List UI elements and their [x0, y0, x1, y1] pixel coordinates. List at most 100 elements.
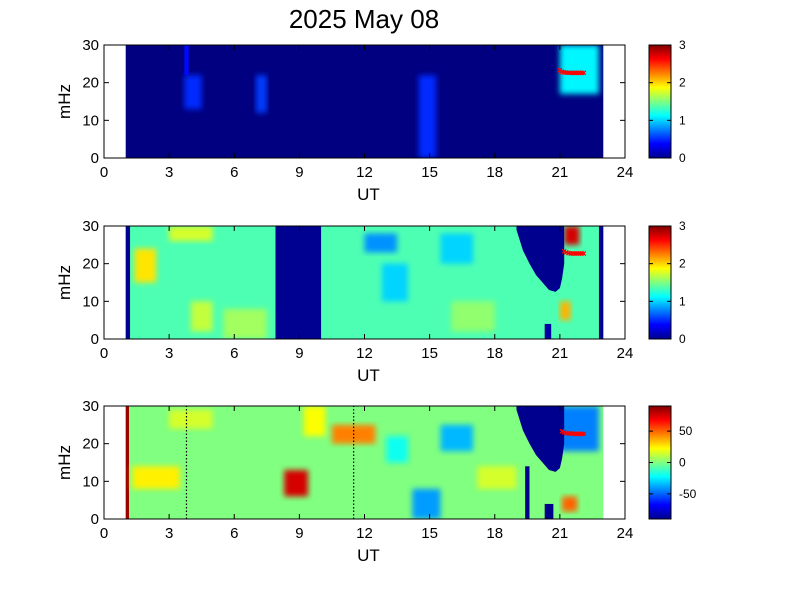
- colorbar-tick-label: 3: [679, 38, 686, 52]
- x-tick-label: 12: [356, 345, 373, 362]
- x-axis-label: UT: [357, 185, 380, 204]
- heatmap-background: [125, 45, 604, 158]
- heatmap-area: [125, 406, 604, 519]
- heatmap-patch-13: [598, 226, 604, 339]
- y-tick-label: 20: [82, 75, 99, 92]
- marker-point-11: [581, 70, 587, 76]
- heatmap-patch-3: [418, 75, 437, 158]
- heatmap-patch-4: [223, 308, 267, 339]
- heatmap-patch-6: [364, 233, 398, 253]
- heatmap-patch-0: [184, 75, 202, 110]
- x-tick-label: 3: [165, 345, 173, 362]
- y-tick-label: 30: [82, 398, 99, 415]
- heatmap-patch-11: [559, 301, 571, 321]
- heatmap-patch-13: [559, 406, 599, 452]
- heatmap-patch-0: [125, 226, 131, 339]
- colorbar-tick-label: 2: [679, 76, 686, 90]
- x-tick-label: 9: [295, 525, 303, 542]
- x-tick-label: 0: [100, 525, 108, 542]
- x-tick-label: 3: [165, 164, 173, 181]
- colorbar-tick-label: 1: [679, 294, 686, 308]
- heatmap-patch-1: [134, 248, 157, 283]
- heatmap-patch-7: [412, 488, 441, 519]
- heatmap-patch-0: [125, 406, 129, 519]
- x-tick-label: 15: [421, 164, 438, 181]
- colorbar-tick-label: 0: [679, 456, 686, 470]
- panel-bottom: 0 3 6 9 12 15 18 21 24 0 10 20 30 UT mHz 50 0 -50: [55, 398, 697, 565]
- x-tick-label: 3: [165, 525, 173, 542]
- x-tick-label: 21: [552, 525, 569, 542]
- heatmap-patch-1: [132, 466, 180, 489]
- heatmap-patch-4: [303, 406, 326, 437]
- x-tick-label: 12: [356, 525, 373, 542]
- marker-point-9: [581, 251, 587, 256]
- x-tick-label: 6: [230, 164, 238, 181]
- colorbar-tick-label: 50: [679, 424, 693, 438]
- y-axis-label: mHz: [55, 84, 74, 119]
- x-axis-label: UT: [357, 546, 380, 565]
- colorbar-tick-label: 0: [679, 332, 686, 346]
- heatmap-patch-3: [284, 470, 309, 497]
- heatmap-patch-9: [477, 466, 517, 489]
- heatmap-patch-11: [544, 503, 554, 519]
- x-tick-label: 24: [617, 164, 634, 181]
- heatmap-patch-2: [169, 409, 213, 429]
- x-tick-label: 0: [100, 164, 108, 181]
- heatmap-patch-3: [190, 301, 213, 332]
- y-tick-label: 20: [82, 256, 99, 273]
- x-tick-label: 15: [421, 345, 438, 362]
- heatmap-patch-12: [564, 226, 580, 245]
- heatmap-area: [125, 45, 604, 158]
- x-tick-label: 6: [230, 345, 238, 362]
- colorbar: [648, 225, 672, 340]
- y-axis-label: mHz: [55, 265, 74, 300]
- x-tick-label: 21: [552, 345, 569, 362]
- figure-title: 2025 May 08: [289, 4, 439, 34]
- void-region: [516, 406, 565, 472]
- x-tick-label: 18: [486, 525, 503, 542]
- heatmap-patch-6: [386, 436, 408, 463]
- colorbar-tick-label: 0: [679, 151, 686, 165]
- y-tick-label: 30: [82, 37, 99, 54]
- marker-point-10: [581, 431, 587, 437]
- y-tick-label: 20: [82, 436, 99, 453]
- y-tick-label: 0: [91, 331, 99, 348]
- x-axis-label: UT: [357, 366, 380, 385]
- x-tick-label: 15: [421, 525, 438, 542]
- heatmap-patch-9: [451, 301, 495, 332]
- heatmap-patch-1: [184, 45, 189, 76]
- void-region: [516, 226, 565, 292]
- heatmap-patch-10: [525, 466, 530, 519]
- x-tick-label: 24: [617, 345, 634, 362]
- heatmap-patch-4: [559, 45, 599, 94]
- colorbar-tick-label: 2: [679, 257, 686, 271]
- x-tick-label: 9: [295, 345, 303, 362]
- y-axis-label: mHz: [55, 445, 74, 480]
- x-tick-label: 24: [617, 525, 634, 542]
- heatmap-patch-7: [381, 263, 408, 302]
- x-tick-label: 0: [100, 345, 108, 362]
- colorbar-tick-label: 1: [679, 113, 686, 127]
- heatmap-patch-2: [255, 75, 267, 113]
- y-tick-label: 10: [82, 473, 99, 490]
- x-tick-label: 18: [486, 164, 503, 181]
- y-tick-label: 10: [82, 112, 99, 129]
- colorbar-tick-label: 3: [679, 219, 686, 233]
- heatmap-patch-12: [562, 496, 578, 512]
- y-tick-label: 0: [91, 150, 99, 167]
- heatmap-patch-5: [275, 226, 322, 339]
- heatmap-area: [125, 226, 604, 339]
- y-tick-label: 10: [82, 293, 99, 310]
- x-tick-label: 9: [295, 164, 303, 181]
- x-tick-label: 18: [486, 345, 503, 362]
- x-tick-label: 12: [356, 164, 373, 181]
- heatmap-patch-8: [440, 233, 474, 264]
- x-tick-label: 6: [230, 525, 238, 542]
- y-tick-label: 0: [91, 511, 99, 528]
- colorbar-tick-label: -50: [679, 487, 697, 501]
- x-tick-label: 21: [552, 164, 569, 181]
